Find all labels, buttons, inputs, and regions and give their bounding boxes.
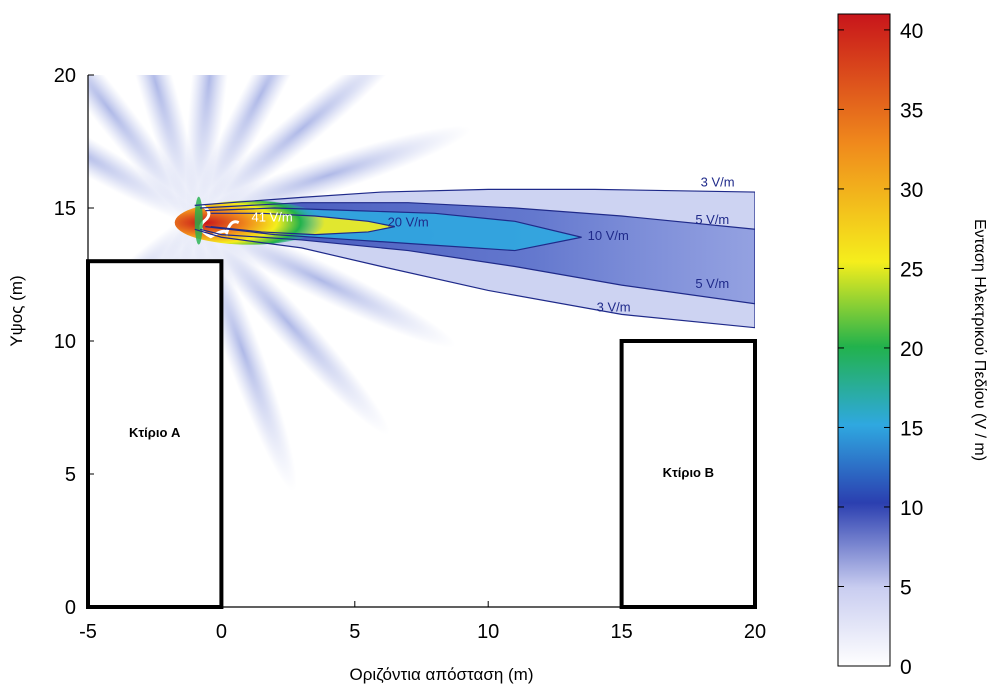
contour-label: 5 V/m xyxy=(695,276,729,291)
building-label: Κτίριο B xyxy=(663,465,714,480)
colorbar-tick-label: 10 xyxy=(900,497,923,520)
x-tick-label: 15 xyxy=(610,621,632,643)
y-tick-label: 0 xyxy=(65,597,76,619)
colorbar-tick-label: 15 xyxy=(900,417,923,440)
field-lobe xyxy=(185,75,234,229)
contour-line-20 xyxy=(210,212,395,236)
axis-labels: Οριζόντια απόσταση (m) Υψος (m) xyxy=(7,275,534,684)
contour-line-10 xyxy=(205,207,582,252)
x-tick-label: -5 xyxy=(79,621,97,643)
x-axis-label: Οριζόντια απόσταση (m) xyxy=(350,665,534,684)
colorbar-tick-label: 20 xyxy=(900,338,923,361)
colorbar-tick-label: 0 xyxy=(900,656,912,679)
colorbar-scale xyxy=(837,13,891,667)
field-lobe xyxy=(111,75,201,229)
field-lobe xyxy=(88,75,204,226)
contour-label: 10 V/m xyxy=(588,228,629,243)
building-b xyxy=(619,339,757,609)
building-label: Κτίριο A xyxy=(129,425,181,440)
field-lobe xyxy=(186,75,418,227)
colorbar-tick-label: 40 xyxy=(900,20,923,43)
contour-label: 20 V/m xyxy=(388,215,429,230)
colorbar-tick-label: 5 xyxy=(900,576,912,599)
x-tick-label: 5 xyxy=(349,621,360,643)
y-tick-label: 10 xyxy=(54,331,76,353)
y-tick-label: 20 xyxy=(54,65,76,87)
field-lobe xyxy=(187,210,390,435)
contour-label: 3 V/m xyxy=(597,300,631,315)
colorbar-tick-label: 30 xyxy=(900,179,923,202)
contour-line-5 xyxy=(199,202,755,305)
field-lobe xyxy=(188,75,333,228)
contour-label: 41 V/m xyxy=(251,209,292,224)
field-lobe xyxy=(88,75,202,228)
x-tick-label: 10 xyxy=(477,621,499,643)
x-tick-label: 20 xyxy=(744,621,766,643)
colorbar: 0 5 10 15 20 25 30 35 40 Ενταση Ηλεκτρικού Πεδίου… xyxy=(837,13,988,679)
colorbar-tick-label: 35 xyxy=(900,99,923,122)
colorbar-label: Ενταση Ηλεκτρικού Πεδίου (V / m) xyxy=(971,219,988,461)
field-lobe xyxy=(185,125,471,225)
x-tick-label: 0 xyxy=(216,621,227,643)
source-antenna xyxy=(199,203,240,239)
contour-label: 5 V/m xyxy=(695,212,729,227)
plot-area: 41 V/m 20 V/m 10 V/m 3 V/m 5 V/m 5 V/m 3 V/m Κτ… xyxy=(54,65,766,643)
colorbar-tick-label: 25 xyxy=(900,258,923,281)
contour-line-3 xyxy=(194,188,755,329)
y-tick-label: 5 xyxy=(65,464,76,486)
y-tick-label: 15 xyxy=(54,198,76,220)
source-column xyxy=(194,196,203,245)
field-lobe xyxy=(185,212,456,348)
contour-label: 3 V/m xyxy=(701,175,735,190)
y-axis-label: Υψος (m) xyxy=(7,275,26,346)
